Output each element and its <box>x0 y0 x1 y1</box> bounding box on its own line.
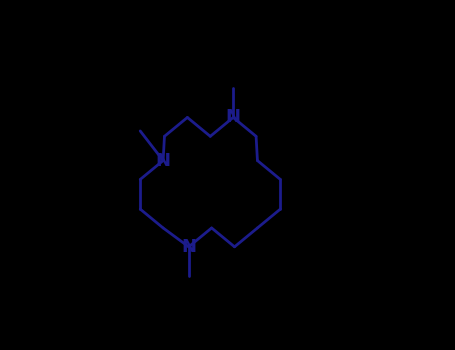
Text: N: N <box>226 108 241 126</box>
Text: N: N <box>156 152 171 170</box>
Text: N: N <box>181 238 196 256</box>
